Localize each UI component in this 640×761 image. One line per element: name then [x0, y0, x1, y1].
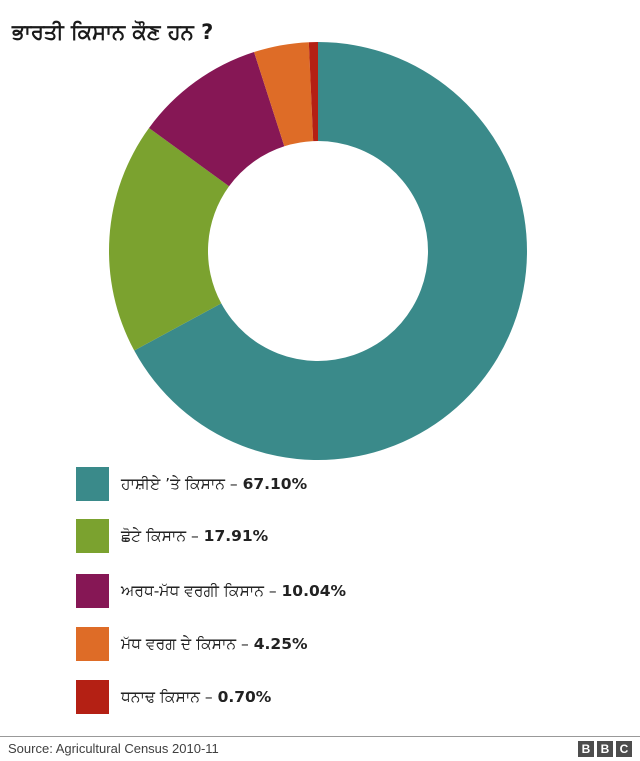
- donut-slice: [109, 128, 230, 351]
- legend-separator: –: [236, 635, 254, 653]
- bbc-logo-letter: B: [597, 741, 613, 757]
- donut-chart: [109, 42, 527, 460]
- legend-value: 17.91%: [203, 527, 269, 545]
- legend-separator: –: [199, 688, 218, 706]
- legend-item: ਛੋਟੇ ਕਿਸਾਨ – 17.91%: [76, 519, 268, 553]
- legend-value: 67.10%: [242, 475, 308, 493]
- bbc-logo-letter: B: [578, 741, 594, 757]
- legend-item: ਮੱਧ ਵਰਗ ਦੇ ਕਿਸਾਨ – 4.25%: [76, 627, 308, 661]
- legend-label: ਹਾਸ਼ੀਏ ’ਤੇ ਕਿਸਾਨ: [121, 474, 225, 493]
- legend-item: ਹਾਸ਼ੀਏ ’ਤੇ ਕਿਸਾਨ – 67.10%: [76, 467, 307, 501]
- bbc-logo-letter: C: [616, 741, 632, 757]
- donut-slice: [308, 42, 318, 142]
- legend-swatch: [76, 627, 109, 661]
- donut-slice: [134, 42, 527, 460]
- bbc-logo: B B C: [578, 741, 632, 757]
- chart-title: ਭਾਰਤੀ ਕਿਸਾਨ ਕੌਣ ਹਨ ?: [12, 20, 214, 44]
- legend-label: ਅਰਧ-ਮੱਧ ਵਰਗੀ ਕਿਸਾਨ: [121, 581, 264, 600]
- legend-item: ਧਨਾਢ ਕਿਸਾਨ – 0.70%: [76, 680, 271, 714]
- legend-swatch: [76, 467, 109, 501]
- legend-value: 0.70%: [217, 688, 272, 706]
- donut-slice: [254, 42, 314, 147]
- legend-label: ਮੱਧ ਵਰਗ ਦੇ ਕਿਸਾਨ: [121, 634, 237, 653]
- legend-label: ਛੋਟੇ ਕਿਸਾਨ: [121, 526, 187, 545]
- source-note: Source: Agricultural Census 2010-11: [8, 741, 219, 756]
- legend-value: 4.25%: [253, 635, 308, 653]
- legend-separator: –: [186, 527, 204, 545]
- legend-label: ਧਨਾਢ ਕਿਸਾਨ: [121, 687, 200, 706]
- donut-slice: [148, 52, 285, 187]
- legend-separator: –: [224, 475, 243, 493]
- legend-separator: –: [263, 582, 282, 600]
- footer-divider: [0, 736, 640, 737]
- legend-item: ਅਰਧ-ਮੱਧ ਵਰਗੀ ਕਿਸਾਨ – 10.04%: [76, 574, 346, 608]
- legend-swatch: [76, 680, 109, 714]
- legend-swatch: [76, 519, 109, 553]
- legend-swatch: [76, 574, 109, 608]
- legend-value: 10.04%: [281, 582, 347, 600]
